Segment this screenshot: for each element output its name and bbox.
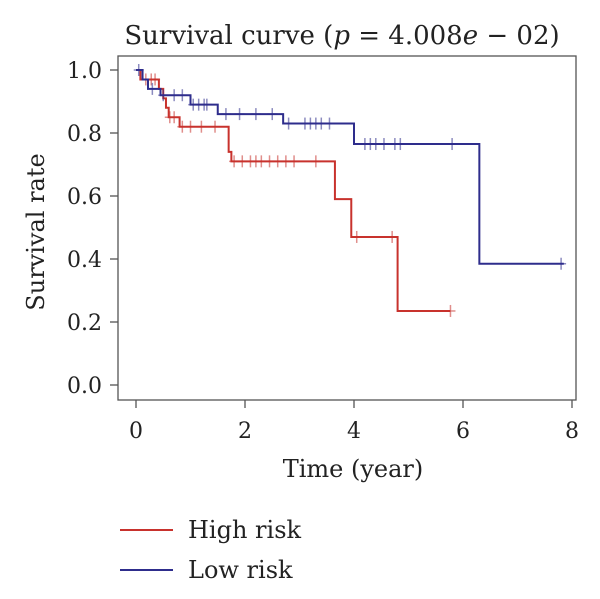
chart-title-p-symbol: p bbox=[333, 21, 350, 51]
censor-mark bbox=[250, 108, 261, 121]
censor-mark bbox=[185, 120, 196, 133]
y-axis: 0.0 0.2 0.4 0.6 0.8 1.0 bbox=[67, 59, 118, 399]
x-tick-label: 0 bbox=[129, 419, 143, 444]
legend: High risk Low risk bbox=[120, 516, 302, 584]
censor-mark bbox=[201, 98, 212, 111]
chart-title-middle: = 4.008 bbox=[350, 21, 463, 51]
censor-mark bbox=[210, 120, 221, 133]
x-axis: 0 2 4 6 8 bbox=[129, 400, 579, 444]
series-layer bbox=[133, 64, 567, 317]
series-high-risk bbox=[136, 69, 456, 317]
censor-mark bbox=[177, 89, 188, 102]
legend-item: High risk bbox=[120, 516, 302, 544]
x-tick-label: 8 bbox=[565, 419, 579, 444]
x-axis-title: Time (year) bbox=[283, 455, 424, 483]
censor-mark bbox=[283, 117, 294, 130]
censor-mark bbox=[310, 155, 321, 168]
censor-mark bbox=[169, 111, 180, 124]
chart-title: Survival curve (p = 4.008e − 02) bbox=[124, 21, 559, 51]
chart-title-prefix: Survival curve ( bbox=[124, 21, 333, 51]
censor-mark bbox=[556, 257, 567, 270]
y-tick-label: 0.0 bbox=[67, 374, 102, 399]
censor-mark bbox=[387, 230, 398, 243]
censor-mark bbox=[234, 108, 245, 121]
y-tick-label: 0.2 bbox=[67, 311, 102, 336]
censor-mark bbox=[324, 117, 335, 130]
censor-mark bbox=[395, 138, 406, 151]
chart-title-e-symbol: e bbox=[463, 21, 478, 51]
censor-mark bbox=[289, 155, 300, 168]
censor-mark bbox=[378, 138, 389, 151]
legend-item: Low risk bbox=[120, 556, 293, 584]
series-low-risk bbox=[133, 64, 567, 270]
censor-mark bbox=[220, 108, 231, 121]
censor-mark bbox=[196, 120, 207, 133]
legend-label: Low risk bbox=[188, 556, 293, 584]
censor-mark bbox=[447, 138, 458, 151]
y-tick-label: 0.4 bbox=[67, 248, 102, 273]
survival-step-line bbox=[136, 69, 564, 265]
legend-label: High risk bbox=[188, 516, 302, 544]
censor-mark bbox=[133, 64, 144, 76]
y-tick-label: 0.8 bbox=[67, 122, 102, 147]
censor-mark bbox=[445, 304, 456, 317]
censor-mark bbox=[351, 230, 362, 243]
censor-mark bbox=[158, 89, 169, 102]
x-tick-label: 6 bbox=[456, 419, 470, 444]
y-tick-label: 0.6 bbox=[67, 185, 102, 210]
censor-mark bbox=[150, 73, 161, 86]
x-tick-label: 4 bbox=[347, 419, 361, 444]
plot-frame bbox=[117, 55, 577, 401]
censor-mark bbox=[147, 82, 158, 95]
y-tick-label: 1.0 bbox=[67, 59, 102, 84]
censor-mark bbox=[267, 108, 278, 121]
y-axis-title: Survival rate bbox=[22, 153, 50, 310]
x-tick-label: 2 bbox=[238, 419, 252, 444]
chart-title-suffix: − 02) bbox=[478, 21, 560, 51]
survival-step-line bbox=[136, 69, 451, 312]
